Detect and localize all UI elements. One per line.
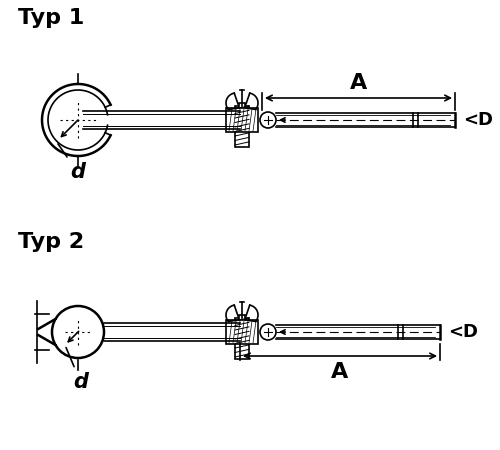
- Text: <D: <D: [463, 111, 493, 129]
- Bar: [239, 103, 245, 111]
- Circle shape: [52, 306, 104, 358]
- Text: d: d: [58, 144, 85, 182]
- Bar: [239, 315, 245, 323]
- Bar: [226, 320, 258, 344]
- Text: A: A: [332, 362, 348, 382]
- Text: Typ 1: Typ 1: [18, 8, 84, 28]
- Text: A: A: [350, 73, 367, 93]
- Circle shape: [260, 112, 276, 128]
- Circle shape: [260, 324, 276, 340]
- Bar: [235, 318, 249, 359]
- Bar: [235, 106, 249, 147]
- Text: <D: <D: [448, 323, 478, 341]
- Text: Typ 2: Typ 2: [18, 232, 84, 252]
- Text: d: d: [66, 347, 88, 392]
- Bar: [226, 108, 258, 132]
